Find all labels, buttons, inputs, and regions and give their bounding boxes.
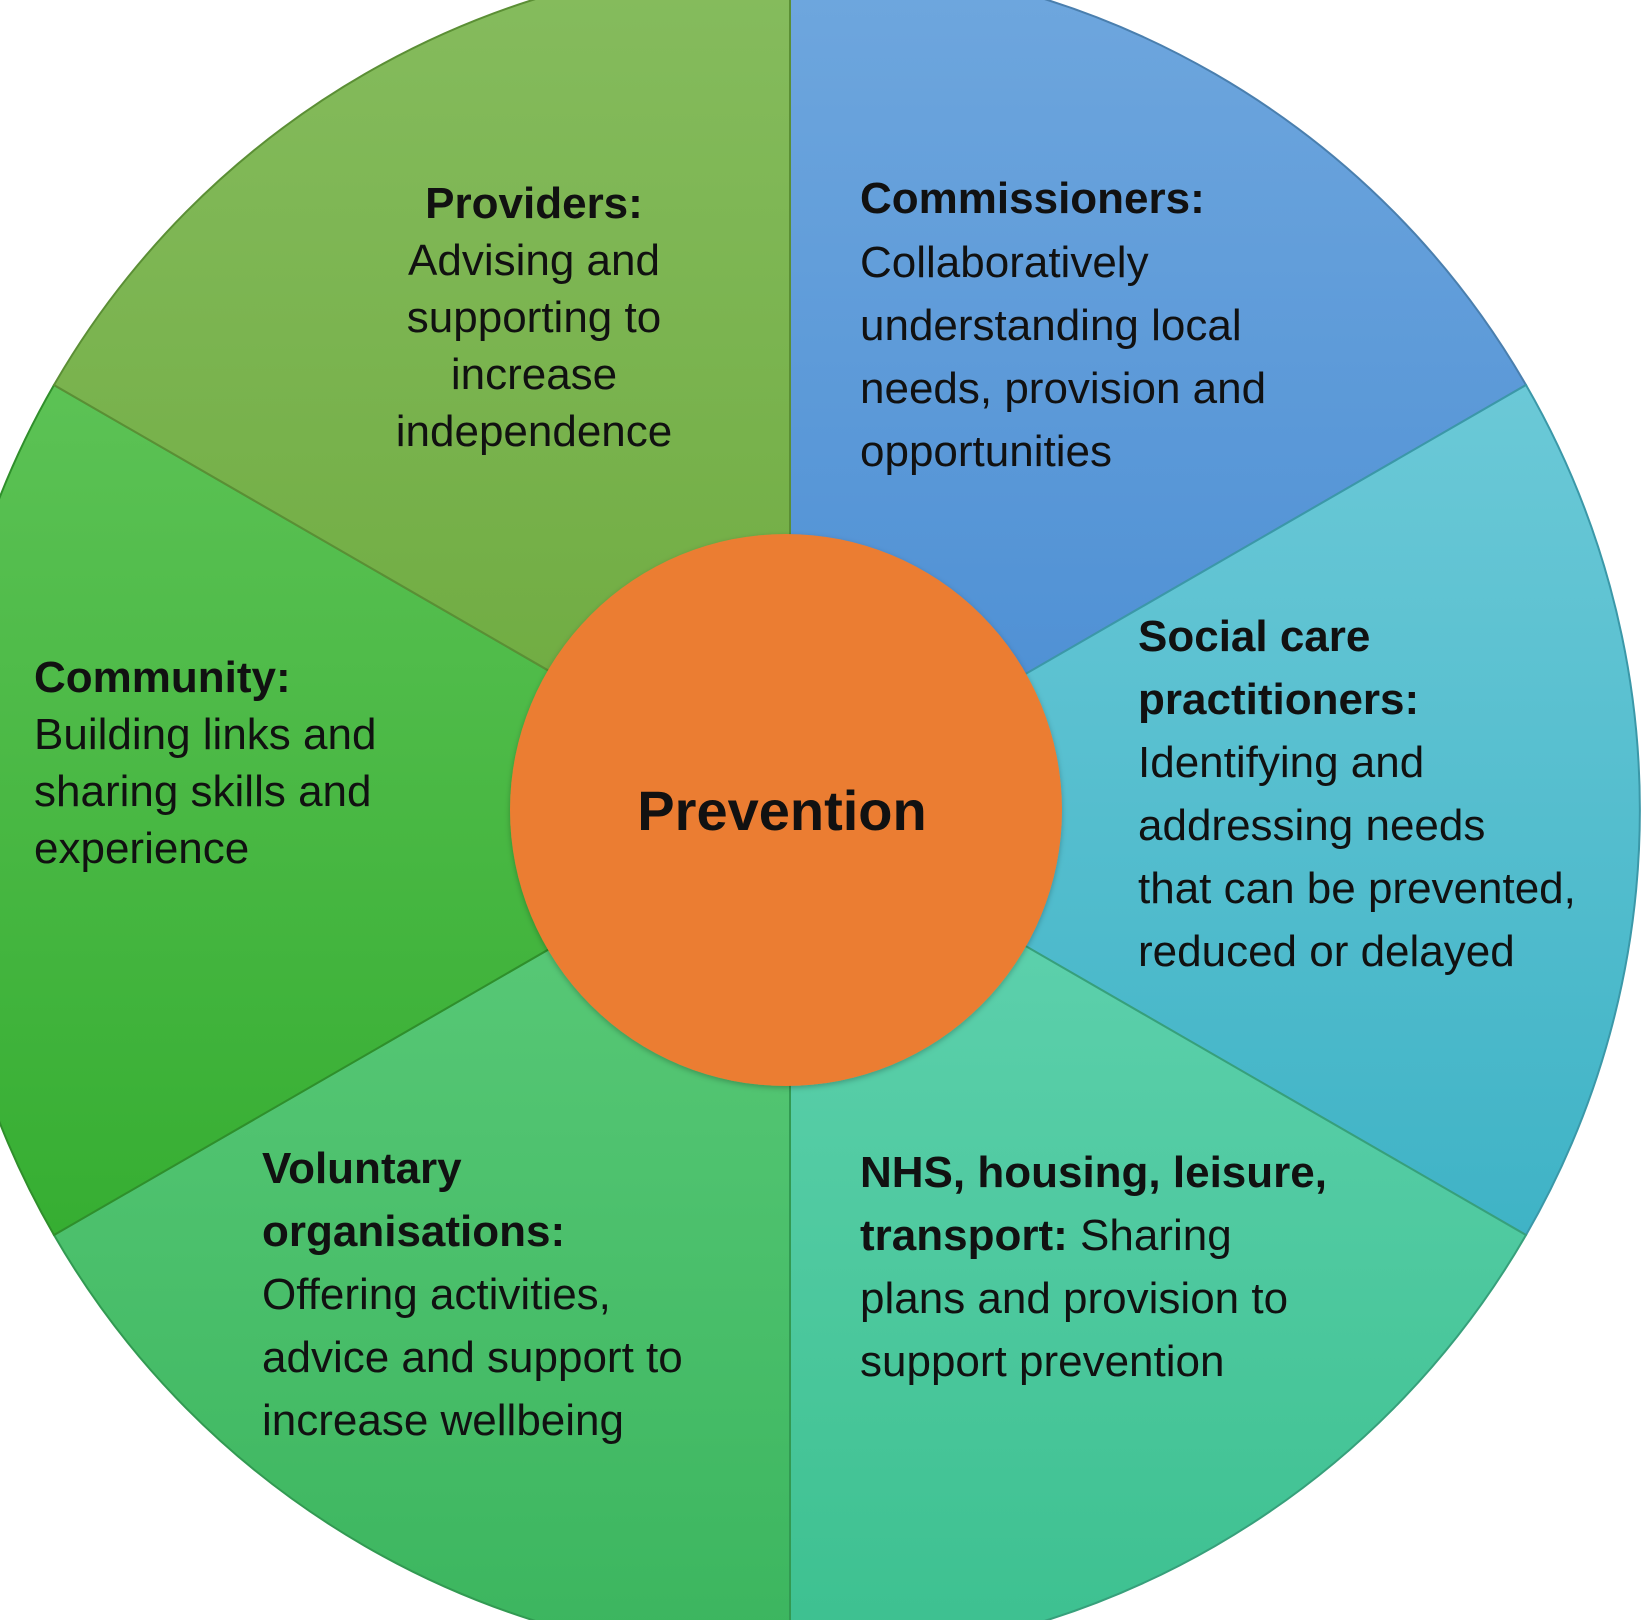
segment-commissioners	[789, 0, 1528, 812]
commissioners-line-2: understanding local	[860, 301, 1242, 350]
center-circle	[510, 534, 1062, 1086]
providers-line-1: Advising and	[408, 236, 660, 285]
community-line-3: experience	[34, 824, 249, 873]
nhs-title-transport: transport:	[860, 1211, 1068, 1260]
voluntary-line-3: increase wellbeing	[262, 1396, 624, 1445]
voluntary-line-2: advice and support to	[262, 1333, 683, 1382]
providers-title: Providers:	[425, 179, 643, 228]
commissioners-line-4: opportunities	[860, 427, 1112, 476]
nhs-line-2: support prevention	[860, 1337, 1224, 1386]
providers-line-4: independence	[396, 407, 672, 456]
nhs-title-line-1: NHS, housing, leisure,	[860, 1148, 1327, 1197]
social-care-line-3: that can be prevented,	[1138, 864, 1576, 913]
segment-text-social-care-practitioners: Social care practitioners: Identifying a…	[1138, 612, 1576, 976]
community-title: Community:	[34, 653, 291, 702]
social-care-title-line-1: Social care	[1138, 612, 1370, 661]
center-label: Prevention	[637, 779, 926, 842]
segment-community	[0, 383, 792, 1237]
segment-text-nhs-housing-leisure-transport: NHS, housing, leisure, transport: Sharin…	[860, 1148, 1327, 1386]
segment-text-voluntary-organisations: Voluntary organisations: Offering activi…	[262, 1144, 683, 1445]
segment-text-community: Community: Building links and sharing sk…	[34, 653, 376, 873]
segment-social-care-practitioners	[788, 383, 1641, 1237]
providers-line-3: increase	[451, 350, 617, 399]
voluntary-line-1: Offering activities,	[262, 1270, 611, 1319]
providers-line-2: supporting to	[407, 293, 661, 342]
social-care-line-2: addressing needs	[1138, 801, 1485, 850]
segment-text-providers: Providers: Advising and supporting to in…	[396, 179, 672, 456]
social-care-line-4: reduced or delayed	[1138, 927, 1515, 976]
social-care-line-1: Identifying and	[1138, 738, 1424, 787]
voluntary-title-line-1: Voluntary	[262, 1144, 462, 1193]
community-line-2: sharing skills and	[34, 767, 372, 816]
commissioners-line-3: needs, provision and	[860, 364, 1266, 413]
commissioners-title: Commissioners:	[860, 174, 1205, 223]
community-line-1: Building links and	[34, 710, 376, 759]
social-care-title-line-2: practitioners:	[1138, 675, 1419, 724]
commissioners-line-1: Collaboratively	[860, 238, 1149, 287]
voluntary-title-line-2: organisations:	[262, 1207, 565, 1256]
nhs-line-1: plans and provision to	[860, 1274, 1288, 1323]
segment-nhs-housing-leisure-transport	[789, 808, 1528, 1620]
nhs-title-tail: Sharing	[1068, 1211, 1232, 1260]
nhs-title-line-2: transport: Sharing	[860, 1211, 1232, 1260]
segment-text-commissioners: Commissioners: Collaboratively understan…	[860, 174, 1266, 476]
